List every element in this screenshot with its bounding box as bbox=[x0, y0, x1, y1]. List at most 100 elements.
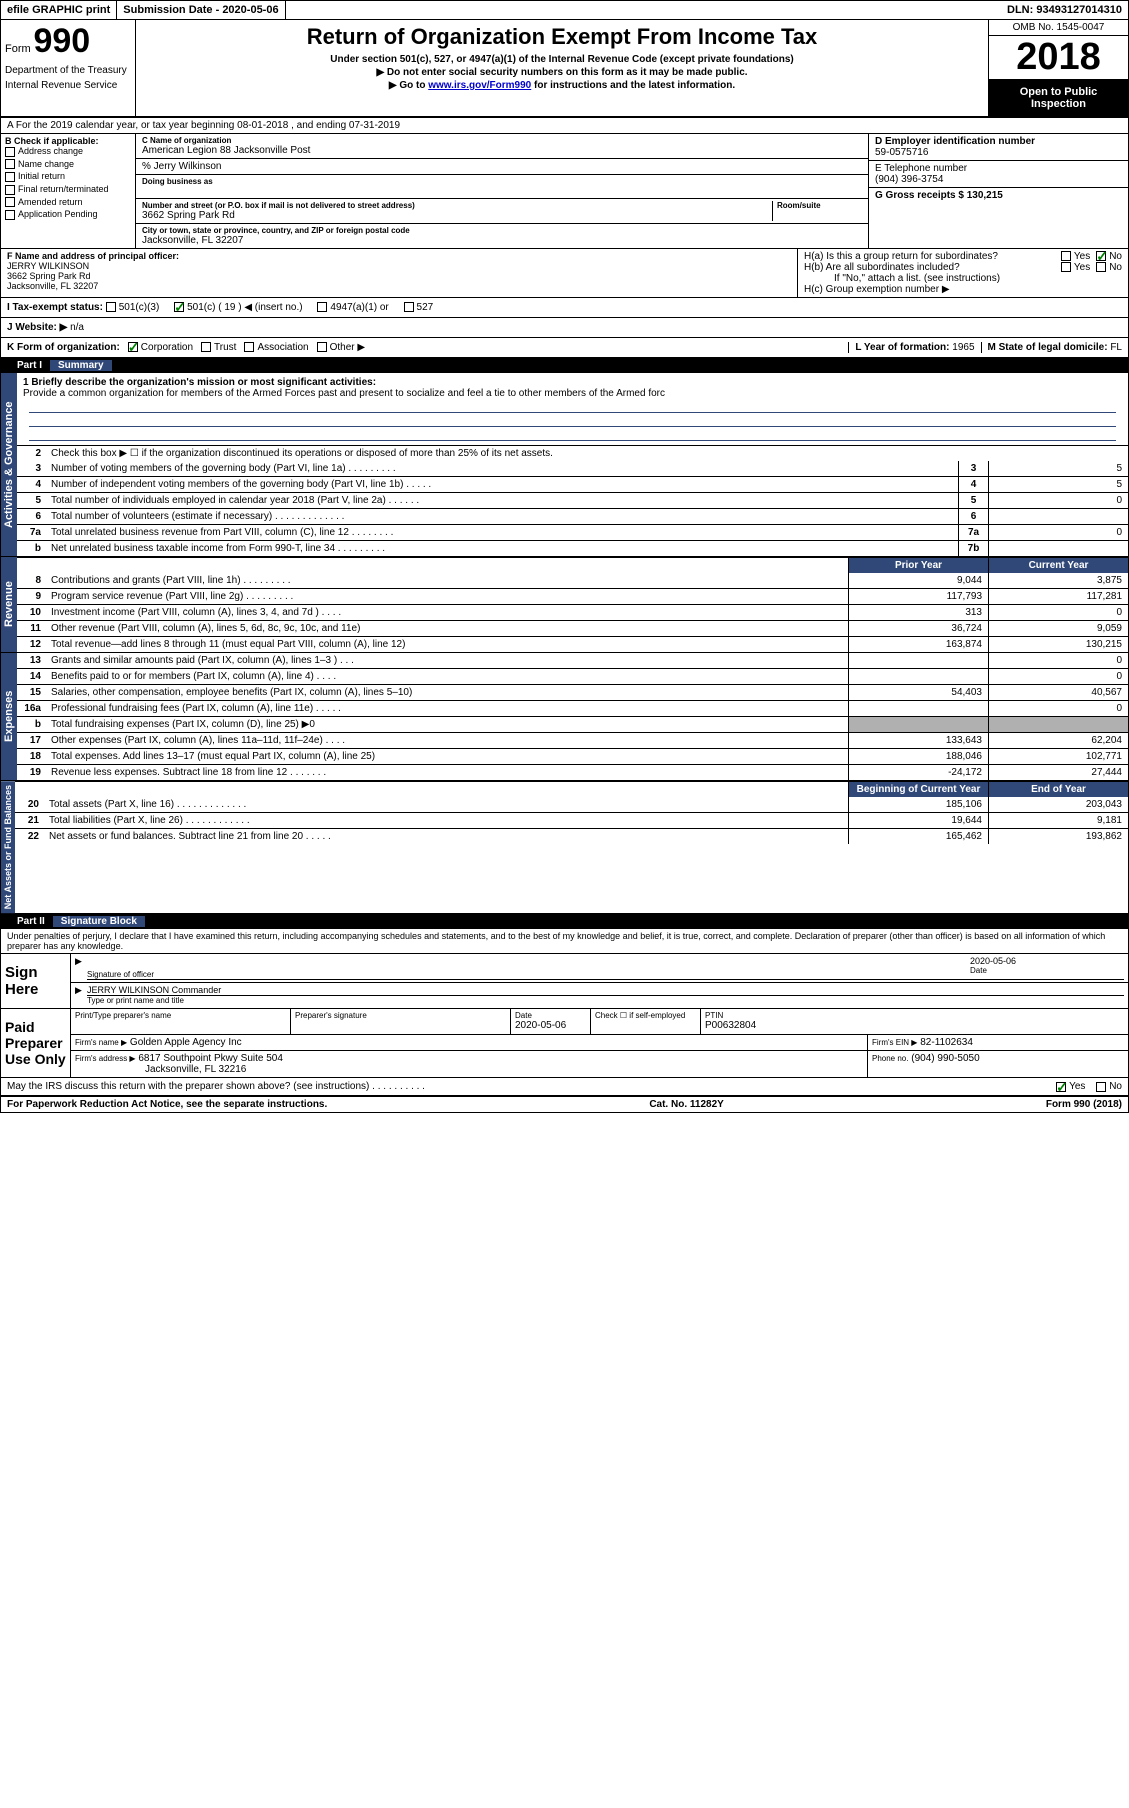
beg-year-header: Beginning of Current Year bbox=[848, 782, 988, 797]
527-checkbox[interactable] bbox=[404, 302, 414, 312]
prior-year-value: 117,793 bbox=[848, 589, 988, 604]
line-num: 18 bbox=[17, 749, 47, 764]
efile-label: efile GRAPHIC print bbox=[1, 1, 117, 19]
sig-date: 2020-05-06 bbox=[970, 956, 1124, 966]
current-year-value: 117,281 bbox=[988, 589, 1128, 604]
vert-governance: Activities & Governance bbox=[1, 373, 17, 556]
final-return-checkbox[interactable] bbox=[5, 185, 15, 195]
prior-year-value: 19,644 bbox=[848, 813, 988, 828]
ha-yes-checkbox[interactable] bbox=[1061, 251, 1071, 261]
line-text: Contributions and grants (Part VIII, lin… bbox=[47, 573, 848, 588]
org-name: American Legion 88 Jacksonville Post bbox=[142, 145, 862, 156]
ptin-label: PTIN bbox=[705, 1011, 1124, 1020]
omb-number: OMB No. 1545-0047 bbox=[989, 20, 1128, 36]
officer-print-name: JERRY WILKINSON Commander bbox=[87, 985, 1124, 996]
prior-year-header: Prior Year bbox=[848, 558, 988, 573]
line-num: 21 bbox=[15, 813, 45, 828]
other-checkbox[interactable] bbox=[317, 342, 327, 352]
final-return-label: Final return/terminated bbox=[18, 184, 109, 194]
hb-no: No bbox=[1109, 262, 1122, 273]
line-num: 12 bbox=[17, 637, 47, 652]
line-text: Net unrelated business taxable income fr… bbox=[47, 541, 958, 556]
current-year-value: 193,862 bbox=[988, 829, 1128, 844]
line-box: 4 bbox=[958, 477, 988, 492]
initial-return-label: Initial return bbox=[18, 171, 65, 181]
501c-checkbox[interactable] bbox=[174, 302, 184, 312]
line1-label: 1 Briefly describe the organization's mi… bbox=[23, 377, 1122, 388]
current-year-value: 130,215 bbox=[988, 637, 1128, 652]
prior-year-value bbox=[848, 653, 988, 668]
dept-label: Department of the Treasury bbox=[5, 65, 131, 76]
prep-sig-label: Preparer's signature bbox=[295, 1011, 506, 1020]
irs-label: Internal Revenue Service bbox=[5, 80, 131, 91]
prep-print-label: Print/Type preparer's name bbox=[75, 1011, 286, 1020]
org-name-label: C Name of organization bbox=[142, 136, 862, 145]
website-label: J Website: ▶ bbox=[7, 322, 67, 333]
ein-label: D Employer identification number bbox=[875, 136, 1122, 147]
part2-title: Signature Block bbox=[53, 916, 145, 927]
amended-return-checkbox[interactable] bbox=[5, 197, 15, 207]
firm-phone: (904) 990-5050 bbox=[911, 1053, 979, 1064]
prior-year-value: 133,643 bbox=[848, 733, 988, 748]
addr-change-label: Address change bbox=[18, 146, 83, 156]
prior-year-value: 313 bbox=[848, 605, 988, 620]
line-num: b bbox=[17, 717, 47, 732]
addr-change-checkbox[interactable] bbox=[5, 147, 15, 157]
part2-num: Part II bbox=[9, 916, 53, 927]
line-text: Grants and similar amounts paid (Part IX… bbox=[47, 653, 848, 668]
addr-label: Number and street (or P.O. box if mail i… bbox=[142, 201, 772, 210]
app-pending-checkbox[interactable] bbox=[5, 210, 15, 220]
line-text: Total expenses. Add lines 13–17 (must eq… bbox=[47, 749, 848, 764]
prior-year-value: 163,874 bbox=[848, 637, 988, 652]
line-text: Program service revenue (Part VIII, line… bbox=[47, 589, 848, 604]
hb-no-checkbox[interactable] bbox=[1096, 262, 1106, 272]
dln-label: DLN: 93493127014310 bbox=[1001, 1, 1128, 19]
line-value: 0 bbox=[988, 525, 1128, 540]
subtitle2: ▶ Do not enter social security numbers o… bbox=[144, 67, 980, 78]
current-year-value: 62,204 bbox=[988, 733, 1128, 748]
501c3-checkbox[interactable] bbox=[106, 302, 116, 312]
section-k-label: K Form of organization: bbox=[7, 342, 120, 353]
self-emp-label: Check ☐ if self-employed bbox=[595, 1011, 696, 1020]
end-year-header: End of Year bbox=[988, 782, 1128, 797]
app-pending-label: Application Pending bbox=[18, 209, 98, 219]
subtitle3-pre: ▶ Go to bbox=[389, 80, 428, 91]
officer-addr1: 3662 Spring Park Rd bbox=[7, 271, 791, 281]
discuss-no-checkbox[interactable] bbox=[1096, 1082, 1106, 1092]
line-box: 5 bbox=[958, 493, 988, 508]
line-num: 9 bbox=[17, 589, 47, 604]
trust-checkbox[interactable] bbox=[201, 342, 211, 352]
footer-mid: Cat. No. 11282Y bbox=[649, 1099, 723, 1110]
hb-yes-checkbox[interactable] bbox=[1061, 262, 1071, 272]
prior-year-value: 188,046 bbox=[848, 749, 988, 764]
form990-link[interactable]: www.irs.gov/Form990 bbox=[428, 80, 531, 91]
initial-return-checkbox[interactable] bbox=[5, 172, 15, 182]
line-num: 13 bbox=[17, 653, 47, 668]
ha-label: H(a) Is this a group return for subordin… bbox=[804, 251, 1061, 262]
prior-year-value bbox=[848, 669, 988, 684]
assoc-label: Association bbox=[257, 342, 308, 353]
section-f-label: F Name and address of principal officer: bbox=[7, 251, 791, 261]
name-change-checkbox[interactable] bbox=[5, 159, 15, 169]
firm-addr-label: Firm's address ▶ bbox=[75, 1054, 136, 1063]
line-num: 16a bbox=[17, 701, 47, 716]
line-text: Total liabilities (Part X, line 26) . . … bbox=[45, 813, 848, 828]
discuss-yes-checkbox[interactable] bbox=[1056, 1082, 1066, 1092]
ha-no: No bbox=[1109, 251, 1122, 262]
ptin-value: P00632804 bbox=[705, 1020, 1124, 1031]
gross-receipts: G Gross receipts $ 130,215 bbox=[869, 188, 1128, 203]
dba-label: Doing business as bbox=[142, 177, 862, 186]
line-num: 8 bbox=[17, 573, 47, 588]
line-text: Other expenses (Part IX, column (A), lin… bbox=[47, 733, 848, 748]
line-num: 11 bbox=[17, 621, 47, 636]
corp-checkbox[interactable] bbox=[128, 342, 138, 352]
4947-checkbox[interactable] bbox=[317, 302, 327, 312]
ha-no-checkbox[interactable] bbox=[1096, 251, 1106, 261]
prior-year-value bbox=[848, 717, 988, 732]
footer-left: For Paperwork Reduction Act Notice, see … bbox=[7, 1099, 327, 1110]
assoc-checkbox[interactable] bbox=[244, 342, 254, 352]
firm-addr1: 6817 Southpoint Pkwy Suite 504 bbox=[138, 1053, 283, 1064]
current-year-value: 27,444 bbox=[988, 765, 1128, 780]
care-of: % Jerry Wilkinson bbox=[136, 159, 868, 175]
part1-num: Part I bbox=[9, 360, 50, 371]
